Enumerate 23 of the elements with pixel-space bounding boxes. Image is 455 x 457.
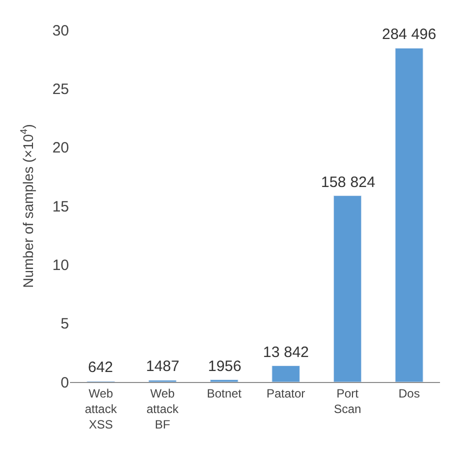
bar <box>272 366 300 382</box>
y-tick-label: 25 <box>52 80 69 98</box>
annotation: 1956 <box>208 358 242 375</box>
annotation: 642 <box>88 359 114 376</box>
y-tick-label: 30 <box>52 22 69 40</box>
annotation: 158 824 <box>321 174 376 191</box>
y-tick-label: 0 <box>60 374 69 392</box>
y-tick-label: 15 <box>52 198 69 216</box>
bar <box>333 195 362 382</box>
y-tick-label: 20 <box>52 140 69 157</box>
annotation: 1487 <box>146 358 180 375</box>
annotation: 284 496 <box>382 26 436 43</box>
y-tick-label: 5 <box>60 316 69 333</box>
y-tick-label: 10 <box>52 256 69 274</box>
x-tick-label: Web attack XSS <box>84 386 118 432</box>
bar <box>395 48 424 382</box>
x-tick-label: Web attack BF <box>146 386 180 432</box>
bar <box>210 379 238 382</box>
x-tick-label: Patator <box>266 386 306 400</box>
x-tick-label: Botnet <box>206 386 242 400</box>
annotation: 13 842 <box>263 344 309 361</box>
x-tick-label: Dos <box>398 386 420 400</box>
x-tick-label: Port Scan <box>334 386 362 416</box>
